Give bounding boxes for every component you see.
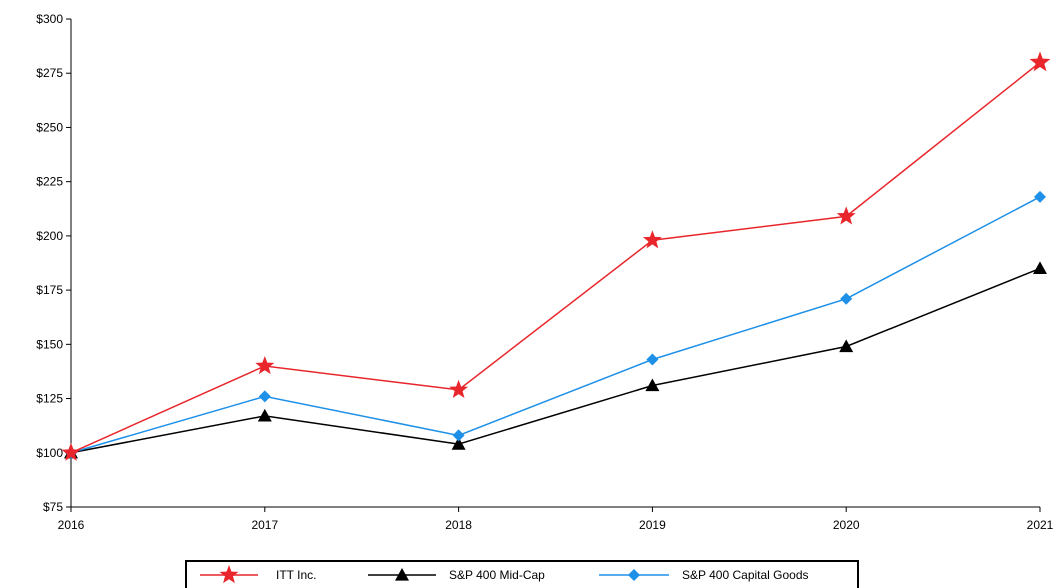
x-tick-label: 2016 <box>58 518 85 532</box>
y-tick-label: $250 <box>36 120 63 134</box>
y-tick-label: $125 <box>36 392 63 406</box>
data-point-star <box>61 442 81 461</box>
series-star <box>61 51 1051 461</box>
legend-label: S&P 400 Capital Goods <box>682 568 809 582</box>
y-axis-ticks: $75 $100 $125 $150 $175 $200 $225 $250 $275 $300 <box>36 12 71 514</box>
data-point-star <box>255 356 275 375</box>
y-tick-label: $75 <box>43 500 63 514</box>
legend-marker-diamond <box>628 569 640 581</box>
data-point-triangle <box>451 437 466 450</box>
data-point-diamond <box>1034 190 1046 203</box>
series-triangle <box>64 261 1047 459</box>
legend-item: ITT Inc. <box>200 565 316 584</box>
data-point-triangle <box>1033 261 1047 275</box>
series-line <box>70 196 1041 454</box>
y-tick-label: $175 <box>36 283 63 297</box>
legend-marker-triangle <box>395 568 409 581</box>
legend: ITT Inc. S&P 400 Mid-Cap S&P 400 Capital G… <box>185 560 859 588</box>
data-point-star <box>449 379 469 398</box>
axes <box>70 19 1040 508</box>
legend-item: S&P 400 Capital Goods <box>599 568 809 582</box>
data-point-triangle <box>257 408 272 422</box>
legend-label: S&P 400 Mid-Cap <box>449 568 545 582</box>
series-layer <box>61 51 1051 461</box>
x-tick-label: 2020 <box>833 518 860 532</box>
x-axis-ticks: 2016 2017 2018 2019 2020 2021 <box>58 507 1054 532</box>
data-point-star <box>836 206 856 225</box>
data-point-star <box>1029 51 1051 72</box>
data-point-diamond <box>840 292 853 305</box>
y-tick-label: $225 <box>36 175 63 189</box>
data-point-triangle <box>839 339 854 353</box>
data-point-triangle <box>645 378 660 392</box>
y-tick-label: $275 <box>36 66 63 80</box>
x-tick-label: 2017 <box>251 518 278 532</box>
y-tick-label: $100 <box>36 446 63 460</box>
data-point-star <box>642 230 662 249</box>
y-tick-label: $150 <box>36 337 63 351</box>
x-tick-label: 2019 <box>639 518 666 532</box>
x-tick-label: 2021 <box>1027 518 1054 532</box>
data-point-diamond <box>452 429 465 442</box>
x-tick-label: 2018 <box>445 518 472 532</box>
series-line <box>70 267 1041 454</box>
data-point-diamond <box>258 390 271 403</box>
data-point-diamond <box>646 353 659 366</box>
legend-items: ITT Inc. S&P 400 Mid-Cap S&P 400 Capital G… <box>200 565 809 584</box>
legend-box <box>185 560 859 588</box>
legend-marker-star <box>219 565 239 584</box>
legend-item: S&P 400 Mid-Cap <box>368 568 545 582</box>
y-tick-label: $200 <box>36 229 63 243</box>
series-line <box>70 61 1041 454</box>
legend-label: ITT Inc. <box>276 568 316 582</box>
y-tick-label: $300 <box>36 12 63 26</box>
